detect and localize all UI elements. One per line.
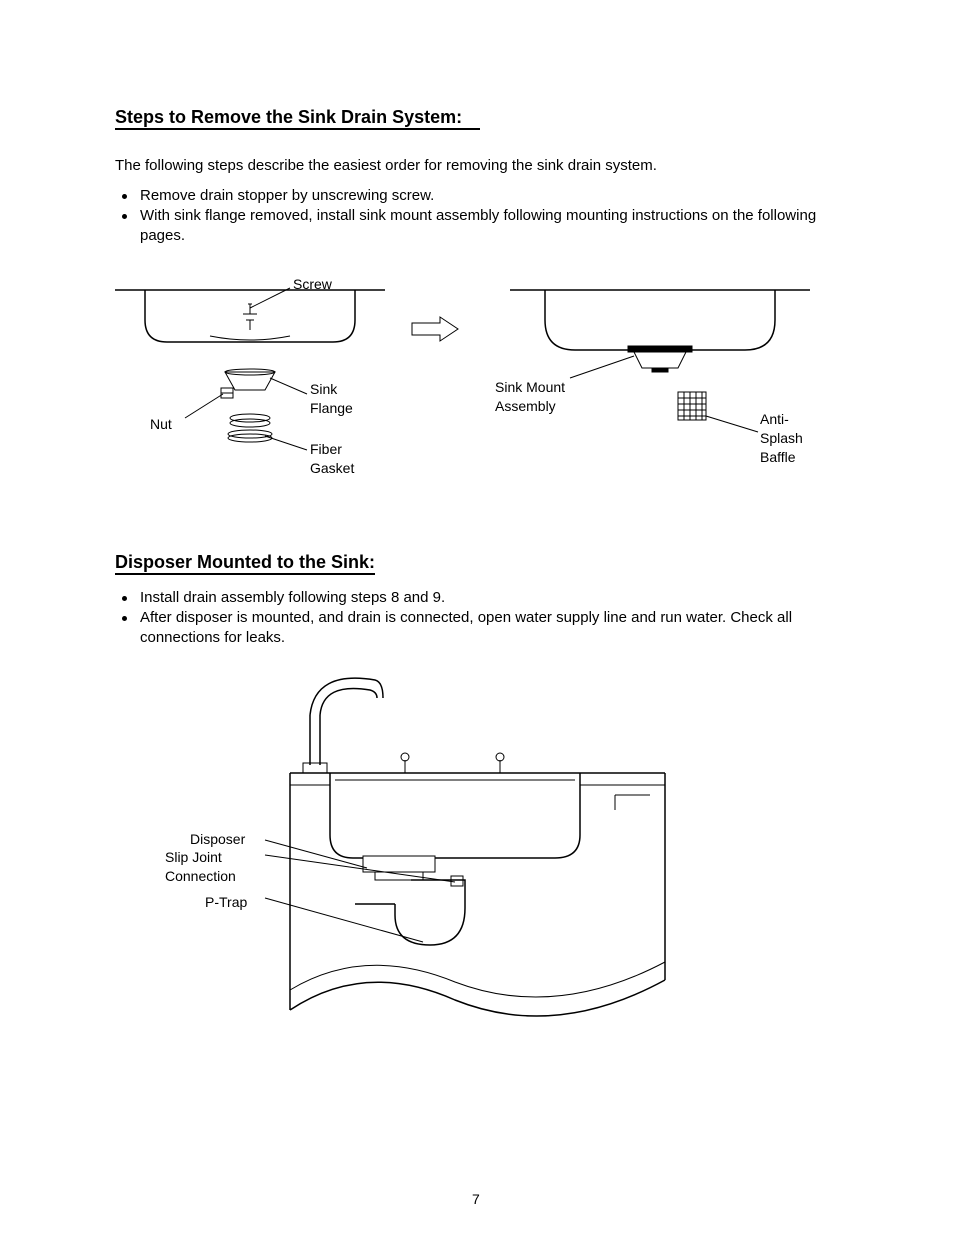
label-ptrap: P-Trap bbox=[205, 893, 247, 912]
bullet-b1: Install drain assembly following steps 8… bbox=[140, 588, 445, 608]
bullet-a2: With sink flange removed, install sink m… bbox=[140, 206, 840, 247]
label-slip-joint: Slip Joint Connection bbox=[165, 848, 236, 886]
bullet-icon bbox=[122, 616, 127, 621]
document-page: Steps to Remove the Sink Drain System: T… bbox=[0, 0, 954, 1235]
label-disposer: Disposer bbox=[190, 830, 245, 849]
rule-mid bbox=[115, 573, 375, 575]
intro-text: The following steps describe the easiest… bbox=[115, 156, 657, 176]
bullet-a1: Remove drain stopper by unscrewing screw… bbox=[140, 186, 434, 206]
label-screw: Screw bbox=[293, 275, 332, 294]
label-fiber-gasket: Fiber Gasket bbox=[310, 440, 354, 478]
bullet-icon bbox=[122, 214, 127, 219]
bullet-icon bbox=[122, 596, 127, 601]
label-sink-flange: Sink Flange bbox=[310, 380, 353, 418]
bullet-icon bbox=[122, 194, 127, 199]
arrow-right-icon bbox=[410, 315, 460, 345]
label-antisplash-baffle: Anti- Splash Baffle bbox=[760, 410, 803, 467]
label-sink-mount-assembly: Sink Mount Assembly bbox=[495, 378, 565, 416]
bullet-b2: After disposer is mounted, and drain is … bbox=[140, 608, 840, 649]
diagram-disposer bbox=[255, 660, 675, 1030]
heading-disposer-mounted: Disposer Mounted to the Sink: bbox=[115, 550, 375, 574]
page-number: 7 bbox=[472, 1190, 480, 1209]
heading-remove-drain: Steps to Remove the Sink Drain System: bbox=[115, 105, 462, 129]
label-nut: Nut bbox=[150, 415, 172, 434]
